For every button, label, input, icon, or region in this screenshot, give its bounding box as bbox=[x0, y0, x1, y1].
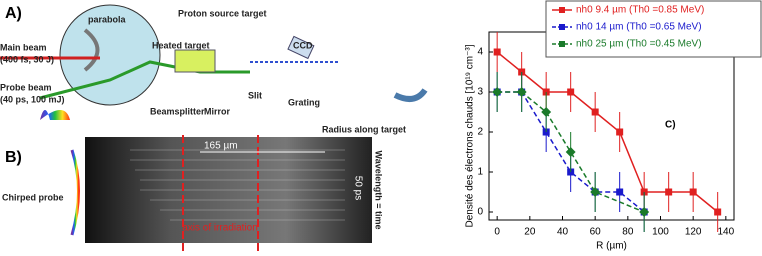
point bbox=[591, 108, 599, 116]
label: 165 µm bbox=[204, 141, 238, 152]
label: axis of irradiation bbox=[182, 223, 258, 234]
x-tick-label: 0 bbox=[494, 227, 500, 238]
point bbox=[639, 207, 650, 217]
point bbox=[665, 188, 673, 196]
label: Chirped probe bbox=[2, 192, 64, 202]
label: (400 fs, 30 J) bbox=[0, 54, 54, 64]
label: Proton source target bbox=[178, 8, 267, 18]
panel-label: B) bbox=[5, 149, 22, 166]
point bbox=[567, 88, 575, 96]
point bbox=[516, 87, 527, 97]
x-tick-label: 120 bbox=[685, 227, 702, 238]
label: Main beam bbox=[0, 42, 47, 52]
chart: 0 20 40 60 80 100 120 140 0 1 2 3 4 R (µm) Densité des… bbox=[465, 0, 762, 252]
label: Heated target bbox=[152, 40, 210, 50]
legend-marker bbox=[559, 41, 565, 47]
legend-label: nh0 9.4 µm (Th0 =0.85 MeV) bbox=[576, 5, 704, 16]
probe-beam bbox=[39, 60, 250, 100]
point bbox=[616, 188, 624, 196]
y-tick-label: 1 bbox=[477, 167, 483, 178]
label: parabola bbox=[88, 14, 127, 24]
label: Beamsplitter bbox=[150, 106, 205, 116]
legend-marker bbox=[559, 7, 565, 13]
x-axis-label: R (µm) bbox=[596, 241, 627, 251]
legend-box bbox=[545, 0, 762, 58]
point bbox=[689, 188, 697, 196]
panel-label: C) bbox=[665, 120, 676, 131]
label: (40 ps, 100 mJ) bbox=[0, 94, 65, 104]
label: Grating bbox=[288, 97, 320, 107]
label: CCD bbox=[293, 40, 313, 50]
label: Wavelength = time bbox=[374, 151, 384, 230]
y-tick-label: 2 bbox=[477, 127, 483, 138]
chirp-shape bbox=[70, 149, 80, 236]
label: Slit bbox=[248, 90, 262, 100]
label: Radius along target bbox=[322, 124, 406, 134]
label: 50 ps bbox=[352, 176, 363, 200]
y-tick-label: 0 bbox=[477, 207, 483, 218]
x-tick-label: 100 bbox=[652, 227, 669, 238]
point bbox=[541, 107, 552, 117]
parabola-shape bbox=[83, 28, 100, 72]
series-line bbox=[496, 51, 719, 213]
legend-marker bbox=[559, 24, 565, 30]
label: Mirror bbox=[204, 106, 231, 116]
arrow bbox=[393, 88, 428, 102]
panel-a: A) parabola Proton source target Main be… bbox=[0, 4, 428, 134]
panel-label: A) bbox=[5, 5, 22, 22]
point bbox=[616, 128, 624, 136]
legend-label: nh0 14 µm (Th0 =0.65 MeV) bbox=[576, 22, 702, 33]
point bbox=[590, 187, 601, 197]
delay bbox=[174, 49, 216, 73]
point bbox=[493, 48, 501, 56]
fringes bbox=[130, 149, 345, 221]
legend-label: nh0 25 µm (Th0 =0.45 MeV) bbox=[576, 39, 702, 50]
probe-spectrum bbox=[40, 110, 70, 120]
x-tick-label: 80 bbox=[622, 227, 634, 238]
y-tick-label: 4 bbox=[477, 47, 483, 58]
x-tick-label: 20 bbox=[524, 227, 536, 238]
y-tick-label: 3 bbox=[477, 87, 483, 98]
x-tick-label: 140 bbox=[717, 227, 734, 238]
y-axis-label: Densité des électrons chauds [10¹⁹ cm⁻³] bbox=[465, 44, 476, 227]
point bbox=[714, 208, 722, 216]
x-tick-label: 60 bbox=[590, 227, 602, 238]
x-tick-label: 40 bbox=[557, 227, 569, 238]
point bbox=[565, 147, 576, 157]
label: Probe beam bbox=[0, 82, 52, 92]
ccd-box bbox=[287, 35, 315, 60]
panel-b: B) 165 µm 50 ps Wavelength = time Chirpe… bbox=[2, 135, 384, 251]
